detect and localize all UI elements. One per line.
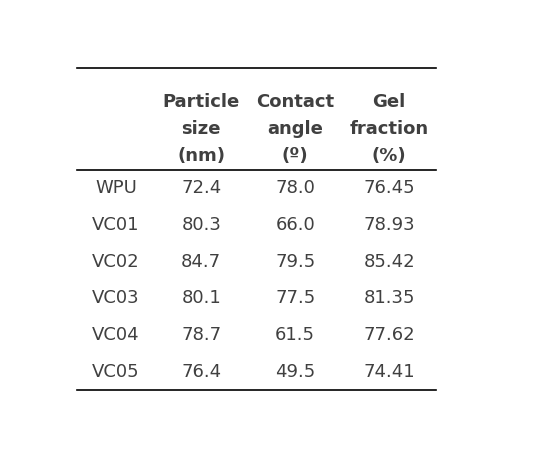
Text: 80.3: 80.3 bbox=[181, 216, 221, 234]
Text: 66.0: 66.0 bbox=[276, 216, 315, 234]
Text: (nm): (nm) bbox=[177, 147, 225, 165]
Text: VC04: VC04 bbox=[92, 326, 139, 344]
Text: VC05: VC05 bbox=[92, 363, 139, 381]
Text: Contact: Contact bbox=[256, 93, 334, 111]
Text: 77.62: 77.62 bbox=[363, 326, 415, 344]
Text: 61.5: 61.5 bbox=[275, 326, 315, 344]
Text: VC03: VC03 bbox=[92, 289, 139, 307]
Text: 72.4: 72.4 bbox=[181, 179, 222, 197]
Text: 78.0: 78.0 bbox=[276, 179, 315, 197]
Text: 85.42: 85.42 bbox=[363, 253, 415, 270]
Text: angle: angle bbox=[267, 119, 323, 138]
Text: 78.7: 78.7 bbox=[181, 326, 222, 344]
Text: 81.35: 81.35 bbox=[364, 289, 415, 307]
Text: 78.93: 78.93 bbox=[363, 216, 415, 234]
Text: 76.4: 76.4 bbox=[181, 363, 222, 381]
Text: (%): (%) bbox=[372, 147, 407, 165]
Text: Gel: Gel bbox=[372, 93, 406, 111]
Text: fraction: fraction bbox=[349, 119, 429, 138]
Text: Particle: Particle bbox=[163, 93, 240, 111]
Text: VC01: VC01 bbox=[92, 216, 139, 234]
Text: WPU: WPU bbox=[95, 179, 137, 197]
Text: 79.5: 79.5 bbox=[275, 253, 315, 270]
Text: 76.45: 76.45 bbox=[363, 179, 415, 197]
Text: 80.1: 80.1 bbox=[181, 289, 221, 307]
Text: 84.7: 84.7 bbox=[181, 253, 222, 270]
Text: VC02: VC02 bbox=[92, 253, 139, 270]
Text: 74.41: 74.41 bbox=[363, 363, 415, 381]
Text: 49.5: 49.5 bbox=[275, 363, 315, 381]
Text: (º): (º) bbox=[282, 147, 309, 165]
Text: 77.5: 77.5 bbox=[275, 289, 315, 307]
Text: size: size bbox=[181, 119, 221, 138]
